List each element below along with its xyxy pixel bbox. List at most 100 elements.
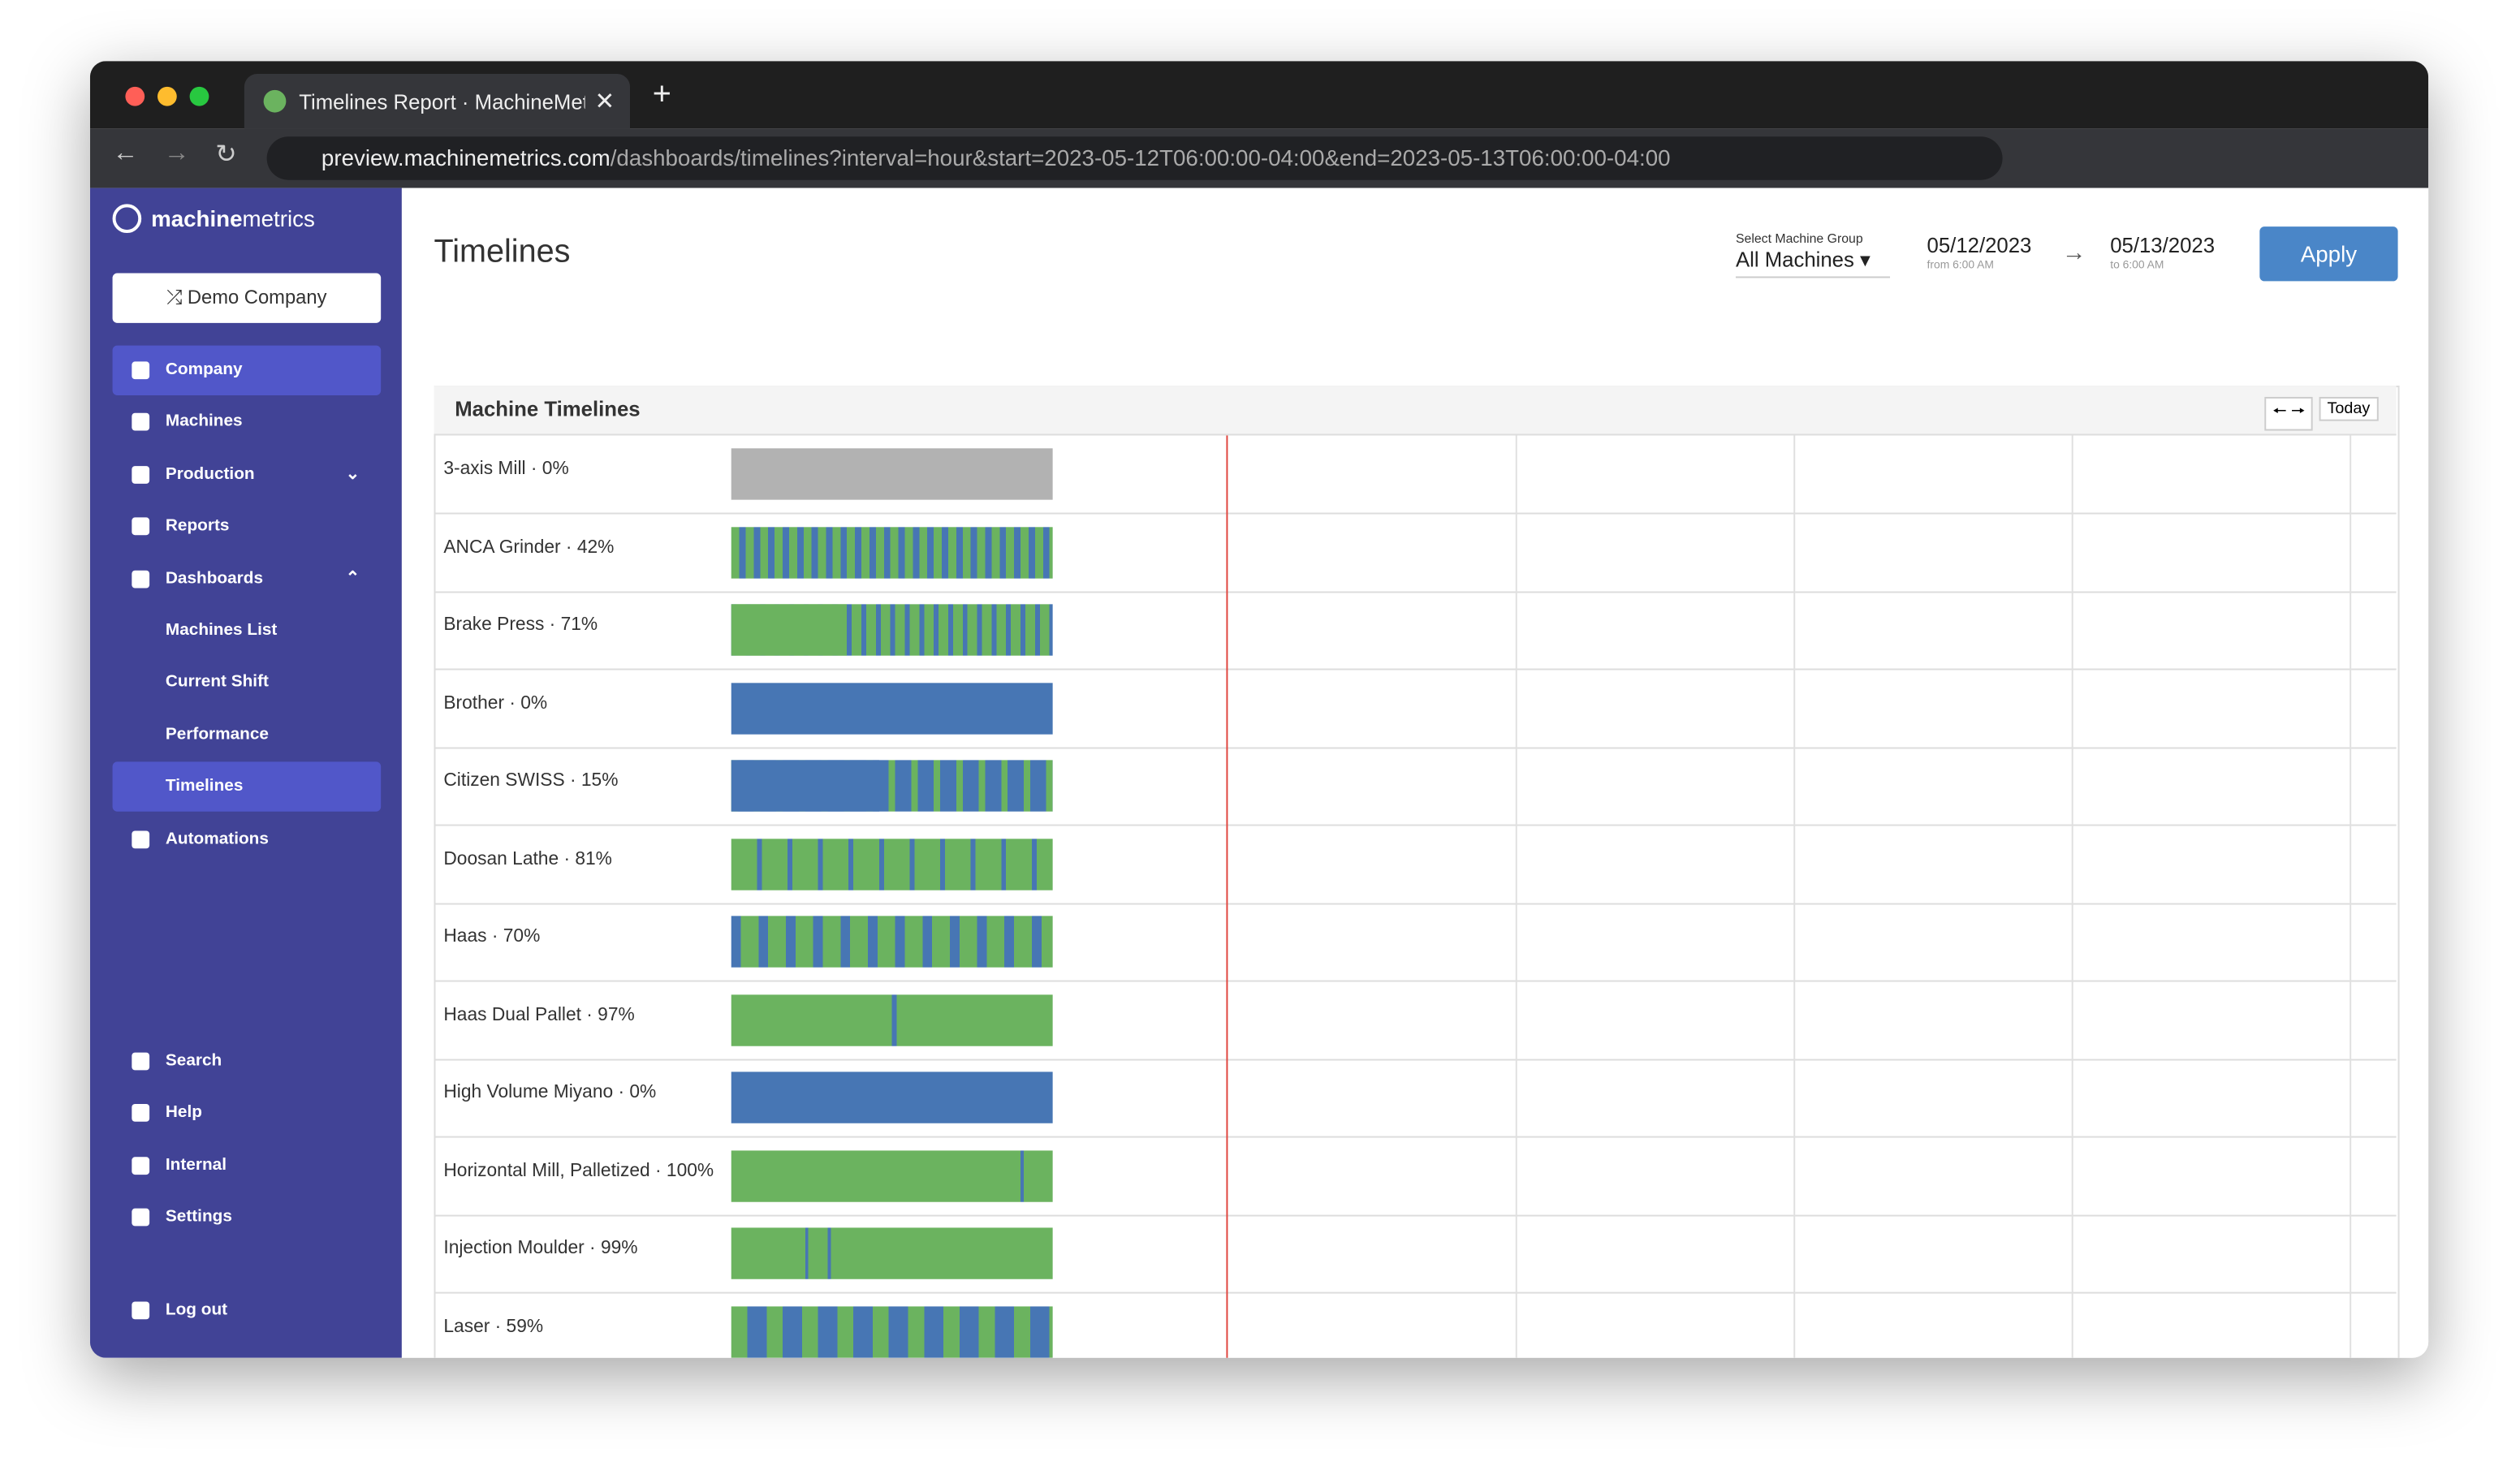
tab[interactable]: Timelines Report · MachineMet ✕: [244, 74, 631, 129]
nav-label: Company: [165, 360, 243, 380]
nav-item[interactable]: Performance: [113, 710, 382, 760]
machine-label: Brother · 0%: [443, 693, 548, 713]
group-select[interactable]: All Machines ▾: [1735, 247, 1891, 278]
timeline-row[interactable]: Doosan Lathe · 81%: [434, 826, 2397, 904]
timeline-row[interactable]: ANCA Grinder · 42%: [434, 513, 2397, 593]
nav-item[interactable]: Reports: [113, 502, 382, 551]
nav-label: Machines List: [165, 620, 278, 640]
brand-light: metrics: [242, 205, 315, 232]
nav-label: Help: [165, 1102, 202, 1123]
nav-icon: [132, 1209, 150, 1227]
machine-label: Doosan Lathe · 81%: [443, 849, 612, 869]
main-content: Timelines Select Machine Group All Machi…: [401, 188, 2429, 1358]
minimize-button[interactable]: [158, 86, 177, 106]
brand-bold: machine: [151, 205, 243, 232]
machine-label: Citizen SWISS · 15%: [443, 771, 619, 791]
sidebar: machinemetrics ⤮ Demo Company Company Mac…: [89, 188, 402, 1358]
nav-item[interactable]: Internal: [113, 1141, 382, 1190]
new-tab[interactable]: +: [652, 77, 671, 113]
hour-line: [1515, 435, 1517, 1358]
nav-icon: [132, 830, 150, 848]
timeline-bar: [731, 760, 1053, 812]
tab-title: Timelines Report · MachineMet: [299, 89, 585, 114]
nav-item[interactable]: Settings: [113, 1192, 382, 1242]
timeline-row[interactable]: High Volume Miyano · 0%: [434, 1059, 2397, 1138]
nav-icon: [132, 1052, 150, 1071]
nav-label: Current Shift: [165, 672, 269, 692]
nav-item[interactable]: Current Shift: [113, 658, 382, 707]
timeline-row[interactable]: Citizen SWISS · 15%: [434, 748, 2397, 826]
timeline-row[interactable]: Brake Press · 71%: [434, 591, 2397, 671]
tab-close[interactable]: ✕: [594, 88, 615, 116]
favicon: [263, 89, 287, 113]
start-date[interactable]: 05/12/2023: [1927, 233, 2032, 257]
nav-label: Settings: [165, 1207, 232, 1227]
nav-item[interactable]: Help: [113, 1089, 382, 1138]
nav-icon: [132, 361, 150, 380]
zoom-button[interactable]: [189, 86, 209, 106]
timeline-row[interactable]: Haas Dual Pallet · 97%: [434, 981, 2397, 1060]
logout[interactable]: Log out: [113, 1286, 382, 1335]
timeline-row[interactable]: Brother · 0%: [434, 670, 2397, 748]
nav-item[interactable]: Machines List: [113, 606, 382, 655]
timeline-bar: [731, 916, 1053, 968]
nav-icon: [132, 465, 150, 484]
brand: machinemetrics: [151, 205, 315, 231]
timeline-row[interactable]: Horizontal Mill, Palletized · 100%: [434, 1137, 2397, 1216]
apply-button[interactable]: Apply: [2259, 226, 2398, 282]
nav-icon: [132, 569, 150, 588]
nav-label: Dashboards: [165, 567, 264, 588]
forward-button[interactable]: →: [163, 140, 190, 167]
nav-label: Search: [165, 1050, 222, 1071]
hour-line: [2071, 435, 2073, 1358]
url-field[interactable]: preview.machinemetrics.com/dashboards/ti…: [266, 136, 2003, 180]
nav-item[interactable]: Production ⌄: [113, 450, 382, 499]
group-value: All Machines: [1735, 247, 1854, 272]
nav-item[interactable]: Dashboards ⌃: [113, 554, 382, 603]
nav-label: Production: [165, 464, 255, 484]
timeline-row[interactable]: Laser · 59%: [434, 1293, 2396, 1358]
timeline-row[interactable]: Injection Moulder · 99%: [434, 1215, 2397, 1294]
end-sub: to 6:00 AM: [2110, 260, 2164, 272]
chevron: ⌃: [345, 567, 360, 588]
company-switcher[interactable]: ⤮ Demo Company: [112, 273, 382, 323]
nav-item[interactable]: Automations: [113, 814, 382, 864]
today-button[interactable]: Today: [2319, 396, 2379, 421]
machine-label: ANCA Grinder · 42%: [443, 537, 615, 557]
nav-icon: [132, 517, 150, 536]
nav-label: Automations: [165, 828, 269, 848]
nav-arrows[interactable]: 🠔 🠖: [2264, 396, 2314, 431]
close-button[interactable]: [125, 86, 145, 106]
timeline-bar: [731, 448, 1053, 500]
timeline-row[interactable]: 3-axis Mill · 0%: [434, 435, 2397, 515]
timeline-bar: [731, 682, 1053, 734]
back-button[interactable]: ←: [112, 140, 139, 167]
nav-item[interactable]: Timelines: [112, 761, 382, 813]
tab-bar: Timelines Report · MachineMet ✕ +: [89, 61, 2429, 129]
nav-item[interactable]: Search: [113, 1037, 382, 1086]
nav-label: Log out: [165, 1300, 228, 1320]
machine-label: High Volume Miyano · 0%: [443, 1083, 657, 1103]
reload-button[interactable]: ↻: [215, 141, 237, 169]
nav-item[interactable]: Machines: [113, 398, 382, 447]
machine-label: 3-axis Mill · 0%: [443, 459, 569, 479]
machine-label: Haas · 70%: [443, 927, 541, 946]
machine-label: Brake Press · 71%: [443, 615, 598, 635]
timeline-bar: [731, 526, 1053, 578]
timeline-row[interactable]: Haas · 70%: [434, 903, 2397, 982]
company-name: Demo Company: [187, 286, 327, 309]
machine-label: Laser · 59%: [443, 1317, 544, 1337]
chevron: ⌄: [345, 464, 360, 484]
url-host: preview.machinemetrics.com: [321, 144, 611, 170]
hour-line: [1793, 435, 1796, 1358]
panel-header: Machine Timelines 🠔 🠖 Today: [434, 386, 2397, 436]
nav-item[interactable]: Company: [112, 345, 382, 395]
end-date[interactable]: 05/13/2023: [2110, 233, 2216, 257]
timeline-bar: [731, 1149, 1053, 1201]
nav-icon: [132, 1104, 150, 1123]
timeline-bar: [731, 994, 1053, 1046]
start-sub: from 6:00 AM: [1927, 260, 1994, 272]
url-path: /dashboards/timelines?interval=hour&star…: [610, 144, 1671, 170]
